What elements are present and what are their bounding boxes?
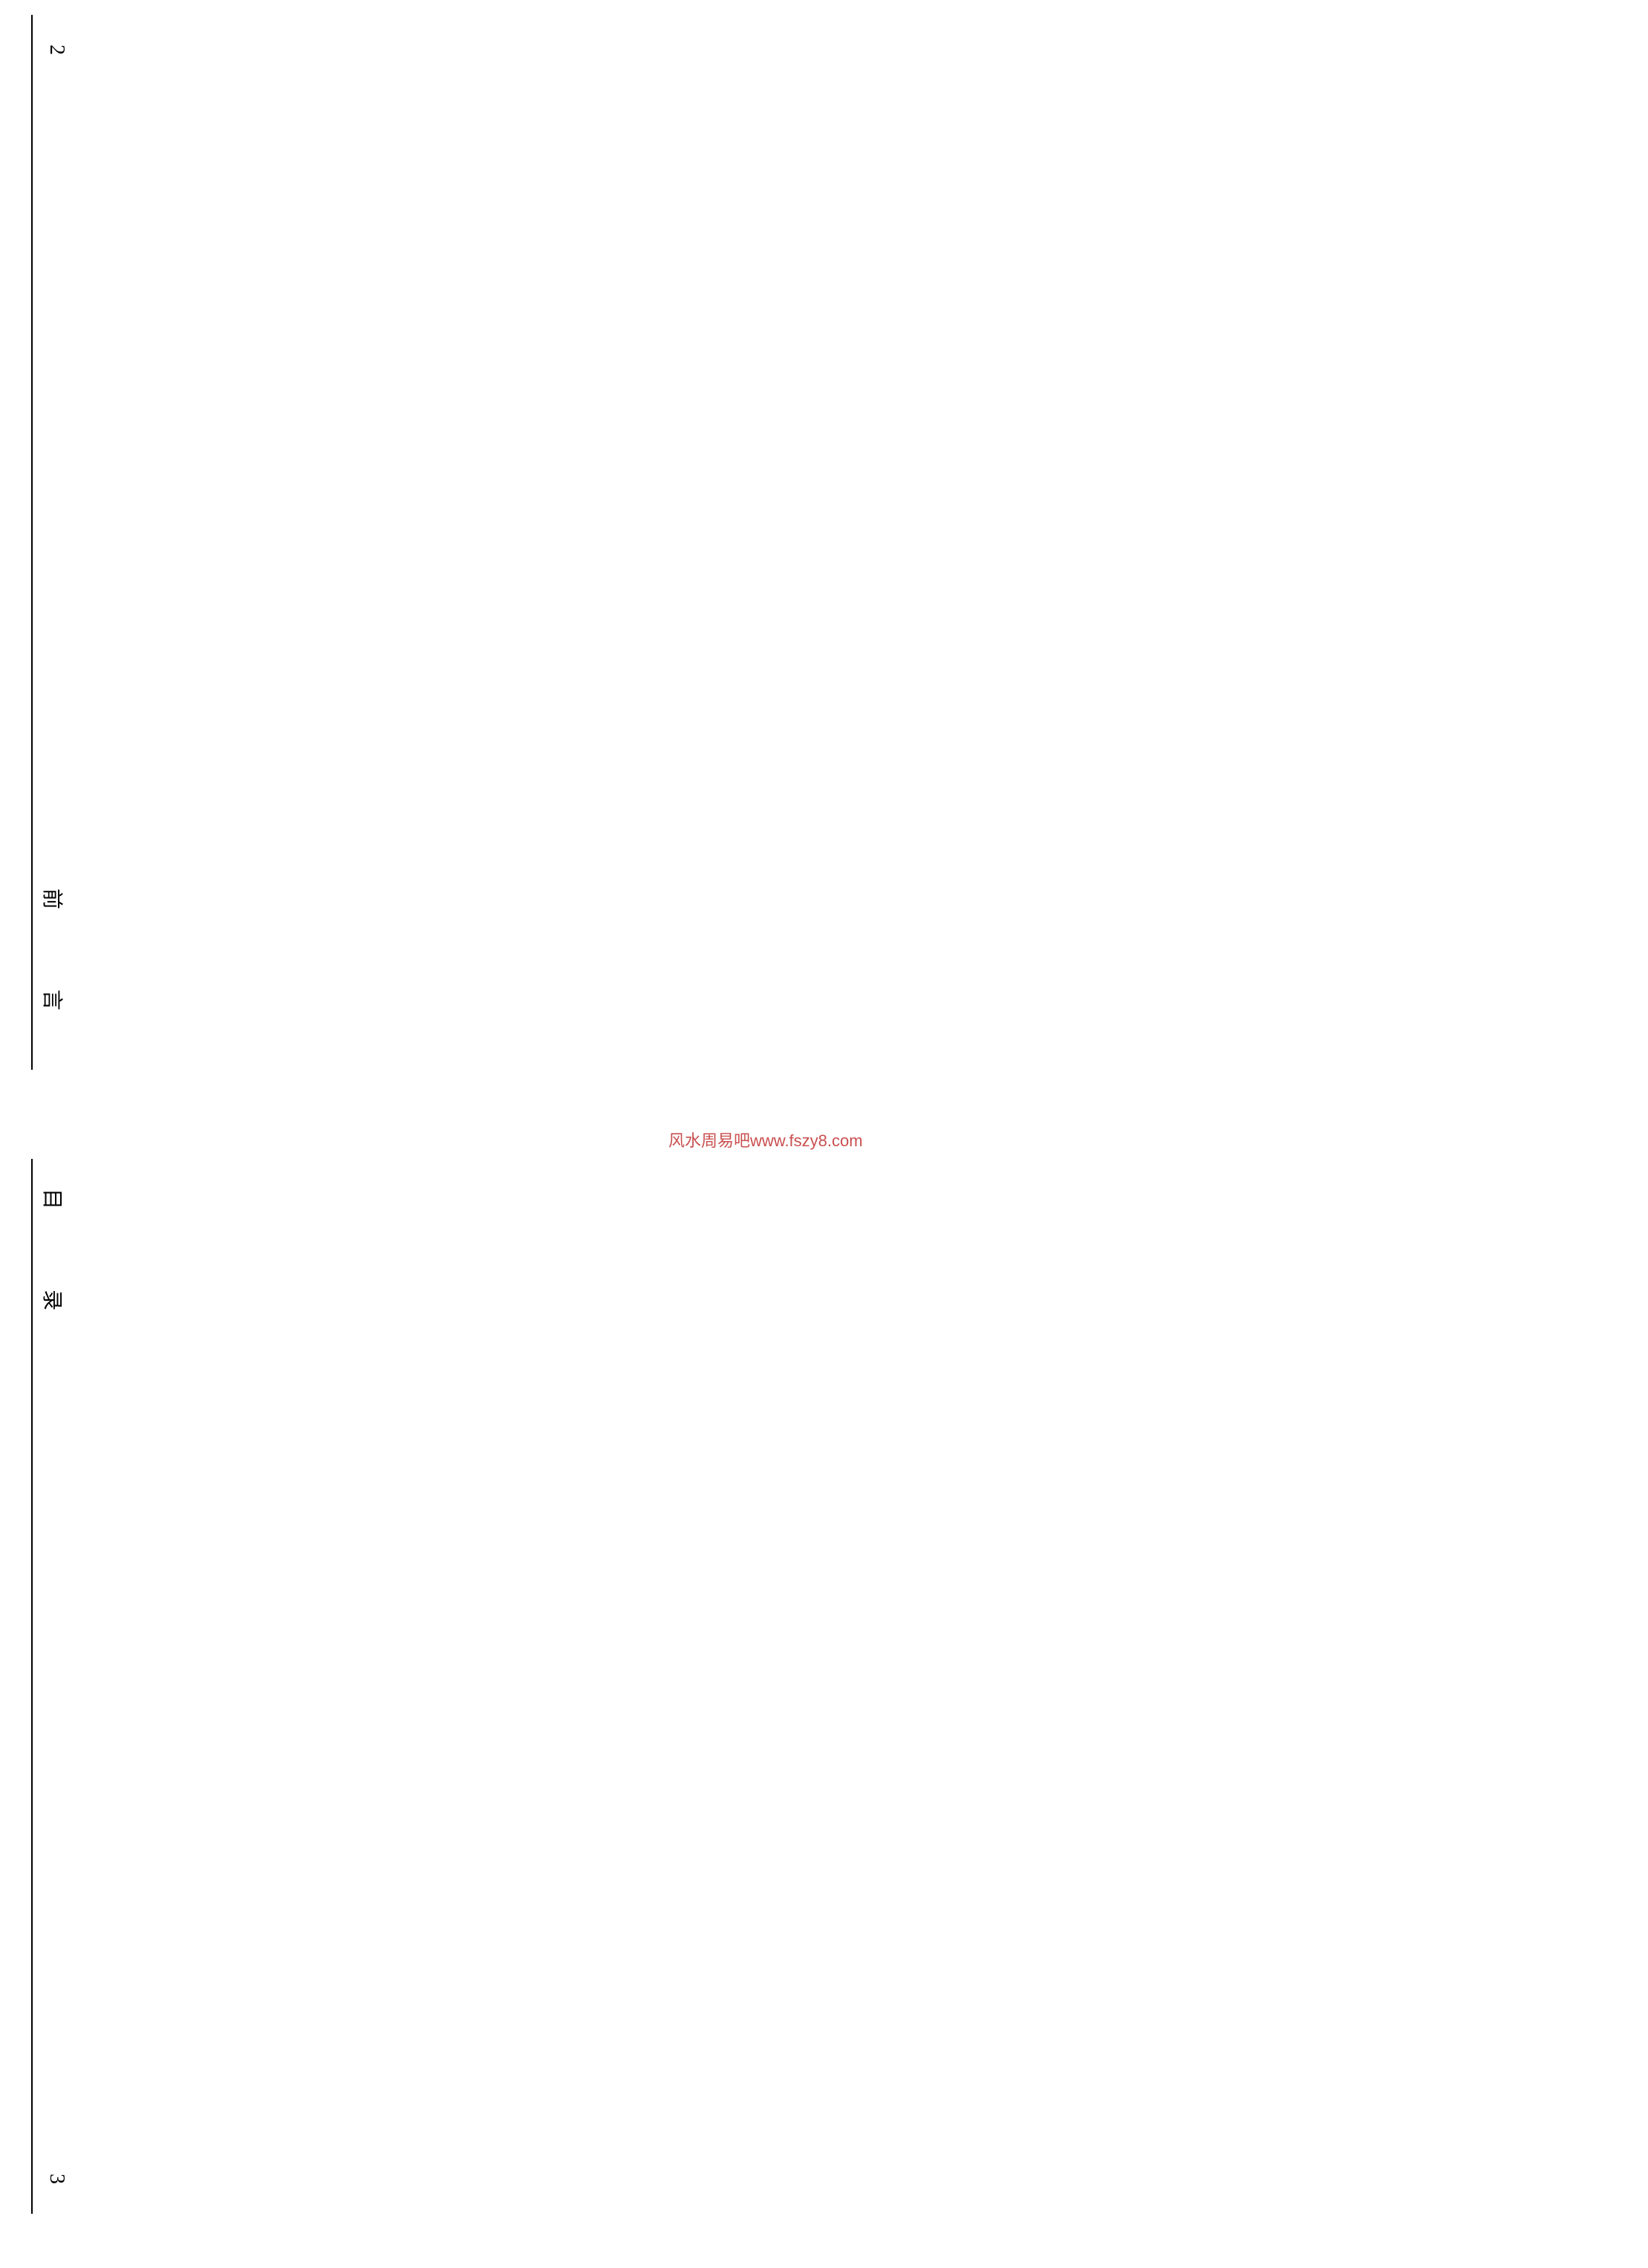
page-number: 3 [39,2174,68,2184]
header-title: 前 言 [39,888,68,1040]
preface-body: 宅主之年命，取用三元之气运，先后天之方位，内外立事之避忌，在何种情况选用何法论断… [0,15,1,1070]
watermark-text: 风水周易吧www.fszy8.com [668,1128,863,1151]
preface-para-1: 宅主之年命，取用三元之气运，先后天之方位，内外立事之避忌，在何种情况选用何法论断… [0,45,1,1040]
page-toc: 目 录 3 目 录 前 言 第一章 阴阳五行生克制化 ( 1 ) 八宅游年星入各… [0,1159,74,2214]
page-header: 2 前 言 [31,15,74,1070]
page-preface: 2 前 言 宅主之年命，取用三元之气运，先后天之方位，内外立事之避忌，在何种情况… [0,15,74,1070]
header-title: 目 录 [39,1189,68,1340]
page-number: 2 [39,45,68,55]
page-header: 目 录 3 [31,1159,74,2214]
